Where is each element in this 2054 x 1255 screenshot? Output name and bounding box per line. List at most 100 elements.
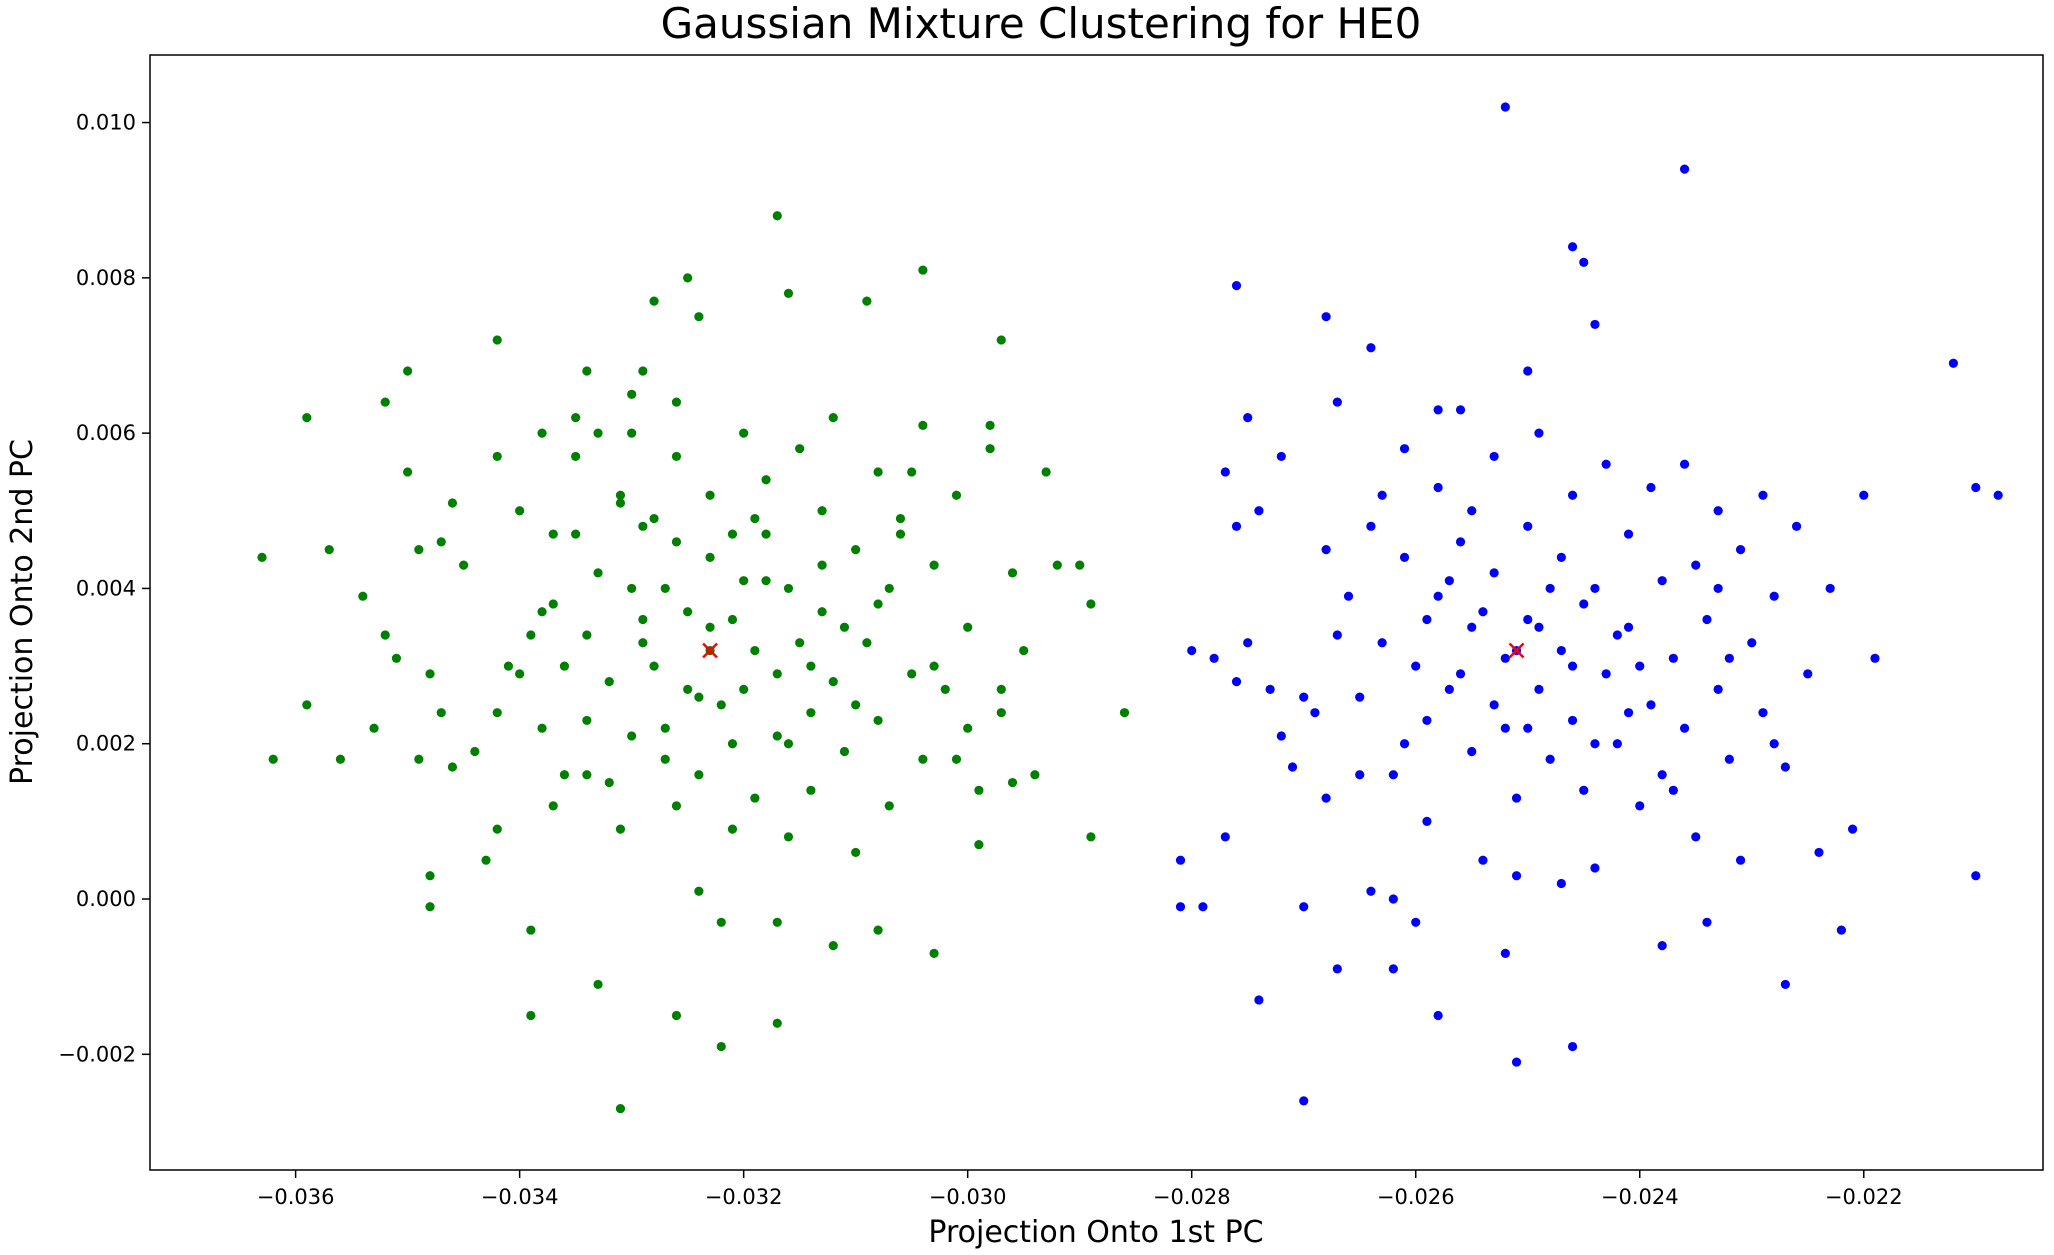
data-point-series-1 (1691, 832, 1701, 842)
data-point-series-0 (660, 583, 670, 594)
data-point-series-1 (1220, 467, 1230, 477)
data-point-series-1 (1433, 482, 1443, 493)
data-point-series-0 (660, 754, 670, 764)
data-point-series-0 (492, 824, 502, 834)
data-point-series-0 (537, 607, 547, 617)
data-point-series-0 (526, 1010, 536, 1021)
data-point-series-0 (772, 1018, 782, 1028)
data-point-series-1 (1500, 723, 1510, 733)
data-point-series-0 (817, 607, 827, 617)
data-point-series-0 (503, 661, 514, 671)
data-point-series-0 (683, 684, 693, 694)
data-point-series-0 (571, 413, 581, 423)
data-point-series-0 (571, 451, 581, 462)
data-point-series-1 (1231, 677, 1242, 687)
data-point-series-0 (862, 296, 872, 306)
data-point-series-1 (1433, 405, 1443, 415)
data-point-series-0 (817, 560, 827, 570)
data-point-series-1 (1467, 746, 1477, 757)
data-point-series-0 (671, 451, 682, 462)
data-point-series-0 (884, 801, 894, 811)
data-point-series-0 (727, 739, 738, 749)
data-point-series-1 (1511, 871, 1522, 881)
data-point-series-1 (1567, 715, 1578, 726)
data-point-series-0 (985, 420, 995, 430)
data-point-series-0 (582, 770, 592, 780)
data-point-series-1 (1635, 661, 1645, 671)
data-point-series-0 (425, 902, 435, 912)
data-point-series-1 (1735, 855, 1746, 865)
data-point-series-0 (638, 638, 648, 648)
y-axis-label: Projection Onto 2nd PC (5, 439, 40, 785)
data-point-series-0 (694, 886, 704, 896)
data-point-series-0 (705, 622, 715, 632)
data-point-series-0 (593, 568, 603, 578)
data-point-series-1 (1523, 723, 1533, 733)
data-point-series-1 (1489, 451, 1499, 462)
data-point-series-1 (1366, 886, 1376, 896)
data-point-series-0 (705, 490, 715, 500)
data-point-series-1 (1243, 413, 1253, 423)
data-point-series-1 (1500, 653, 1510, 663)
data-point-series-0 (1086, 832, 1096, 842)
data-point-series-0 (1075, 560, 1085, 570)
data-point-series-1 (1511, 793, 1522, 803)
data-point-series-0 (1007, 568, 1018, 578)
data-point-series-1 (1836, 925, 1846, 935)
data-point-series-0 (705, 552, 715, 562)
data-point-series-0 (526, 925, 536, 935)
data-point-series-0 (302, 413, 312, 423)
data-point-series-0 (750, 645, 760, 656)
data-point-series-0 (571, 529, 581, 539)
data-point-series-1 (1422, 614, 1432, 625)
data-point-series-1 (1646, 700, 1656, 710)
data-point-series-0 (727, 614, 738, 625)
data-point-series-1 (1220, 832, 1230, 842)
data-point-series-1 (1657, 941, 1667, 951)
data-point-series-0 (716, 1041, 726, 1052)
data-point-series-1 (1500, 948, 1510, 958)
data-point-series-0 (358, 591, 368, 601)
data-point-series-1 (1511, 1057, 1522, 1067)
data-point-series-0 (436, 708, 446, 718)
data-point-series-1 (1455, 405, 1466, 415)
data-point-series-0 (548, 801, 558, 811)
data-point-series-0 (268, 754, 278, 764)
data-point-series-0 (582, 366, 592, 376)
data-point-series-0 (425, 669, 435, 679)
data-point-series-1 (1713, 684, 1723, 694)
data-point-series-0 (895, 529, 906, 539)
data-point-series-1 (1702, 614, 1712, 625)
data-point-series-0 (772, 917, 782, 927)
data-point-series-0 (873, 715, 883, 726)
data-point-series-1 (1847, 824, 1858, 834)
data-point-series-1 (1713, 583, 1723, 594)
data-point-series-0 (649, 513, 659, 524)
data-point-series-1 (1747, 638, 1757, 648)
data-point-series-1 (1635, 801, 1645, 811)
data-point-series-1 (1724, 653, 1734, 663)
data-point-series-0 (593, 428, 603, 438)
data-point-series-1 (1377, 638, 1387, 648)
x-tick-label: −0.028 (1153, 1185, 1231, 1209)
data-point-series-0 (873, 467, 883, 477)
data-point-series-0 (839, 622, 850, 632)
y-tick-label: 0.008 (76, 266, 136, 290)
data-point-series-0 (470, 746, 480, 757)
centroid-marker (1508, 642, 1525, 659)
data-point-series-0 (515, 669, 525, 679)
data-point-series-1 (1814, 847, 1824, 858)
data-point-series-1 (1231, 281, 1242, 291)
data-point-series-0 (851, 847, 861, 858)
data-point-series-0 (526, 630, 536, 640)
data-point-series-1 (1657, 770, 1667, 780)
data-point-series-1 (1679, 723, 1690, 733)
data-point-series-1 (1556, 645, 1566, 656)
data-point-series-0 (828, 413, 838, 423)
data-point-series-1 (1556, 878, 1566, 889)
data-point-series-0 (649, 661, 659, 671)
data-point-series-0 (447, 762, 458, 772)
data-point-series-0 (414, 545, 424, 555)
data-point-series-1 (1265, 684, 1275, 694)
data-point-series-0 (403, 467, 413, 477)
